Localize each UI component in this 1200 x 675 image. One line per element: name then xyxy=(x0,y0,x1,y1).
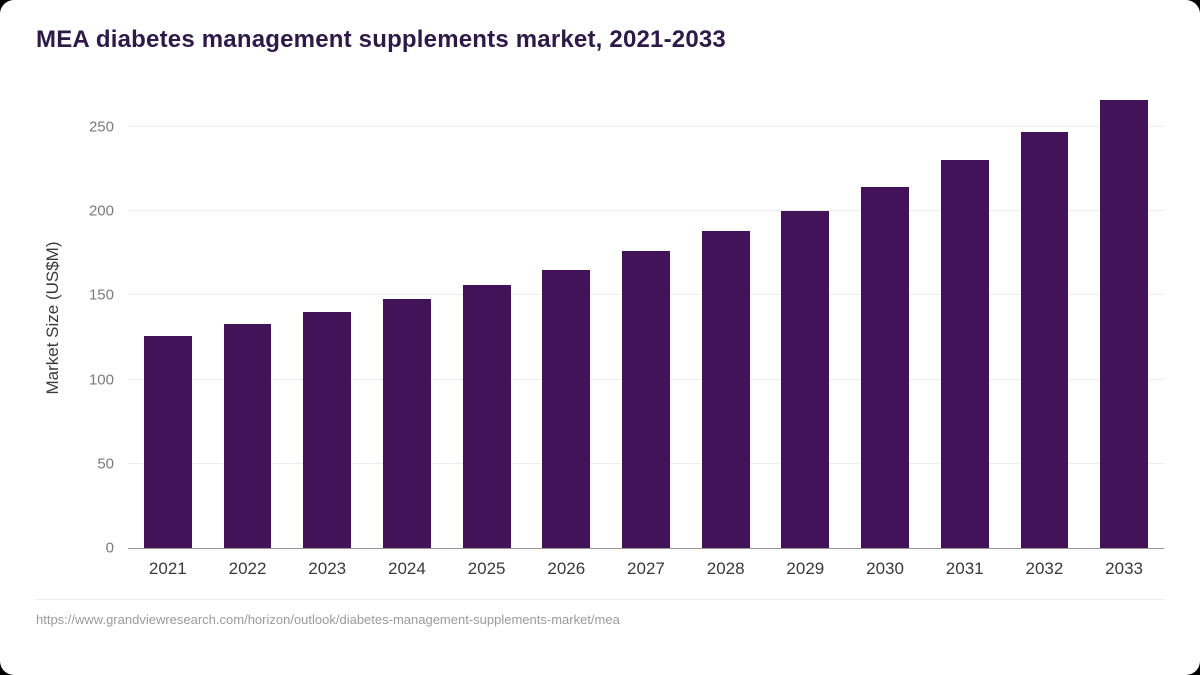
x-tick-slot: 2031 xyxy=(925,559,1005,579)
bar-2021 xyxy=(143,335,192,548)
x-tick-slot: 2033 xyxy=(1084,559,1164,579)
y-tick-label: 100 xyxy=(88,371,114,389)
bar-2026 xyxy=(542,269,591,548)
bar-slot xyxy=(367,88,447,548)
x-tick-label: 2022 xyxy=(228,559,267,578)
bar-slot xyxy=(526,88,606,548)
y-tick-label: 250 xyxy=(88,118,114,136)
bar-slot xyxy=(447,88,527,548)
bar-slot xyxy=(287,88,367,548)
x-tick-label: 2021 xyxy=(148,559,187,578)
bar-2028 xyxy=(701,231,750,548)
x-tick-label: 2025 xyxy=(467,559,506,578)
x-tick-label: 2024 xyxy=(387,559,426,578)
bar-slot xyxy=(606,88,686,548)
bars-container xyxy=(128,88,1164,548)
bar-2029 xyxy=(781,211,830,548)
x-tick-label: 2032 xyxy=(1025,559,1064,578)
page-title: MEA diabetes management supplements mark… xyxy=(36,26,726,53)
bar-2032 xyxy=(1020,131,1069,548)
y-tick-label: 200 xyxy=(88,202,114,220)
x-tick-slot: 2025 xyxy=(447,559,527,579)
x-tick-slot: 2024 xyxy=(367,559,447,579)
bar-slot xyxy=(686,88,766,548)
plot-area xyxy=(128,88,1164,549)
bar-2031 xyxy=(940,160,989,548)
x-tick-label: 2027 xyxy=(627,559,665,578)
x-tick-slot: 2022 xyxy=(208,559,288,579)
y-tick-label: 0 xyxy=(105,539,114,557)
y-axis-label: Market Size (US$M) xyxy=(43,241,62,395)
bar-2022 xyxy=(223,323,272,548)
x-tick-label: 2031 xyxy=(945,559,984,578)
bar-2025 xyxy=(462,285,511,548)
bar-slot xyxy=(128,88,208,548)
y-axis-title-column: Market Size (US$M) xyxy=(36,88,70,548)
bar-2027 xyxy=(622,251,670,548)
bar-slot xyxy=(1084,88,1164,548)
gridline xyxy=(128,125,1164,127)
bar-2030 xyxy=(861,187,909,548)
x-tick-slot: 2030 xyxy=(845,559,925,579)
bar-slot xyxy=(1005,88,1085,548)
source-url: https://www.grandviewresearch.com/horizo… xyxy=(36,612,620,627)
footer: https://www.grandviewresearch.com/horizo… xyxy=(36,599,1164,627)
x-tick-slot: 2028 xyxy=(686,559,766,579)
x-tick-label: 2026 xyxy=(547,559,586,578)
x-tick-label: 2030 xyxy=(866,559,904,578)
x-tick-slot: 2027 xyxy=(606,559,686,579)
y-tick-label: 150 xyxy=(88,286,114,304)
x-tick-label: 2033 xyxy=(1105,559,1143,578)
y-axis: 0 50 100 150 200 250 xyxy=(70,88,128,556)
x-tick-label: 2029 xyxy=(786,559,825,578)
bar-2033 xyxy=(1100,99,1148,548)
bar-slot xyxy=(845,88,925,548)
x-tick-label: 2023 xyxy=(308,559,347,578)
gridline xyxy=(128,210,1164,212)
bar-chart: Market Size (US$M) 0 50 100 150 200 250 xyxy=(36,88,1164,557)
x-tick-label: 2028 xyxy=(706,559,745,578)
bar-slot xyxy=(925,88,1005,548)
x-tick-slot: 2021 xyxy=(128,559,208,579)
x-axis: 2021 2022 2023 2024 2025 2026 2027 2028 2029 2030… xyxy=(128,549,1164,589)
x-tick-slot: 2026 xyxy=(526,559,606,579)
bar-2023 xyxy=(303,312,352,548)
bar-slot xyxy=(766,88,846,548)
x-tick-slot: 2032 xyxy=(1005,559,1085,579)
x-tick-slot: 2029 xyxy=(766,559,846,579)
bar-slot xyxy=(208,88,288,548)
bar-2024 xyxy=(383,298,431,548)
y-tick-label: 50 xyxy=(97,455,114,473)
x-tick-slot: 2023 xyxy=(287,559,367,579)
